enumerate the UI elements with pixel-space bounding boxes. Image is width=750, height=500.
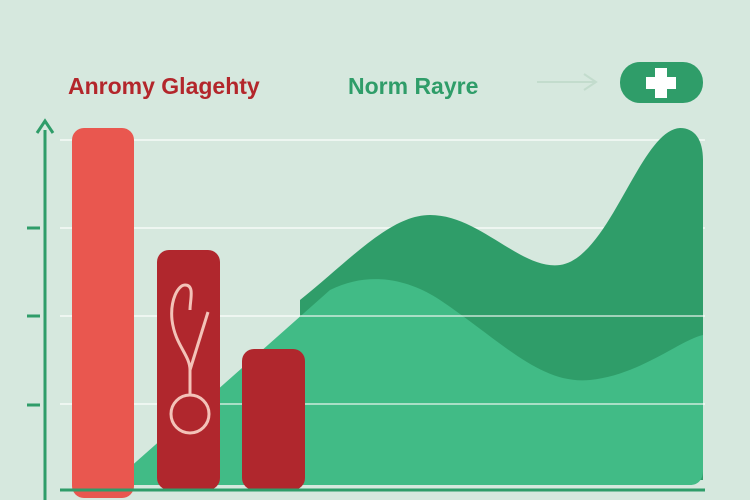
arrow-head — [583, 73, 598, 91]
arrow — [537, 73, 598, 91]
bar — [72, 128, 134, 498]
tube — [170, 283, 193, 395]
left-label: Anromy Glagehty — [68, 73, 260, 99]
axis-ticks — [27, 226, 40, 407]
bar — [242, 349, 305, 490]
plus-icon — [646, 68, 676, 98]
chest-piece — [169, 393, 211, 435]
axis-arrow — [35, 118, 55, 134]
stethoscope — [169, 283, 211, 435]
right-label: Norm Rayre — [348, 73, 478, 99]
tube — [188, 311, 210, 371]
